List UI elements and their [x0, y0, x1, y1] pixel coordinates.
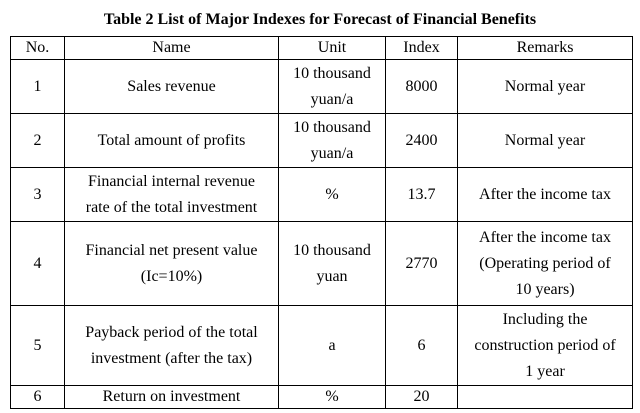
cell-name: Sales revenue [64, 59, 279, 114]
cell-unit-line: 10 thousand [293, 64, 371, 82]
cell-unit-line: yuan [316, 267, 348, 285]
cell-index: 8000 [385, 59, 458, 114]
header-unit: Unit [278, 36, 386, 60]
cell-remarks: Including the construction period of 1 yea… [457, 305, 633, 386]
cell-index: 6 [385, 305, 458, 386]
cell-name: Financial net present value (Ic=10%) [64, 221, 279, 306]
cell-unit-line: 10 thousand [293, 241, 371, 259]
cell-unit-line: yuan/a [310, 90, 354, 108]
cell-remarks-line: Normal year [504, 131, 586, 149]
cell-name-line: Return on investment [102, 388, 241, 405]
cell-name-line: investment (after the tax) [90, 349, 253, 367]
cell-remarks-line: (Operating period of [479, 254, 611, 272]
table-row: 5 Payback period of the total investment (… [10, 305, 633, 386]
cell-name: Financial internal revenue rate of the to… [64, 167, 279, 222]
cell-remarks-line: After the income tax [479, 185, 611, 203]
table-row: 3 Financial internal revenue rate of the t… [10, 167, 633, 222]
cell-unit-line: a [328, 336, 336, 354]
cell-name-line: Financial internal revenue [87, 172, 256, 190]
cell-remarks: After the income tax [457, 167, 633, 222]
cell-no: 2 [10, 113, 65, 168]
cell-remarks: Normal year [457, 113, 633, 168]
cell-no: 4 [10, 221, 65, 306]
cell-unit-line: % [325, 185, 339, 203]
cell-remarks-line: construction period of [474, 336, 616, 354]
cell-remarks-line: 1 year [525, 362, 565, 380]
header-no: No. [10, 36, 65, 60]
table-title: Table 2 List of Major Indexes for Foreca… [103, 11, 537, 28]
cell-name-line: rate of the total investment [85, 198, 258, 216]
cell-unit-line: 10 thousand [293, 118, 371, 136]
cell-name: Payback period of the total investment (a… [64, 305, 279, 386]
cell-remarks-line: 10 years) [515, 280, 575, 298]
cell-no: 6 [10, 385, 65, 409]
cell-no: 3 [10, 167, 65, 222]
cell-name: Total amount of profits [64, 113, 279, 168]
cell-unit: % [278, 385, 386, 409]
cell-unit: 10 thousand yuan/a [278, 113, 386, 168]
cell-remarks-line: After the income tax [479, 228, 611, 246]
cell-no: 5 [10, 305, 65, 386]
header-name: Name [64, 36, 279, 60]
cell-unit: 10 thousand yuan/a [278, 59, 386, 114]
cell-remarks-line: Normal year [504, 77, 586, 95]
cell-unit: a [278, 305, 386, 386]
table-row: 6 Return on investment% 20 [10, 385, 633, 409]
header-index: Index [385, 36, 458, 60]
cell-remarks: After the income tax (Operating period of… [457, 221, 633, 306]
cell-unit-line: yuan/a [310, 144, 354, 162]
cell-unit: % [278, 167, 386, 222]
header-remarks: Remarks [457, 36, 633, 60]
cell-name-line: Payback period of the total [85, 323, 258, 341]
cell-unit: 10 thousand yuan [278, 221, 386, 306]
cell-remarks [457, 385, 633, 409]
financial-indexes-table: No. Name Unit Index Remarks 1 Sales reven… [10, 36, 633, 409]
cell-name-line: Sales revenue [127, 77, 216, 95]
cell-index: 2770 [385, 221, 458, 306]
cell-unit-line: % [325, 388, 339, 405]
cell-remarks-line: Including the [502, 310, 588, 328]
cell-name-line: Financial net present value [85, 241, 258, 259]
table-row: 2 Total amount of profits 10 thousand yuan/… [10, 113, 633, 168]
header-row: No. Name Unit Index Remarks [10, 36, 633, 60]
cell-index: 20 [385, 385, 458, 409]
cell-name: Return on investment [64, 385, 279, 409]
cell-remarks: Normal year [457, 59, 633, 114]
cell-name-line: (Ic=10%) [140, 267, 203, 285]
table-row: 4 Financial net present value (Ic=10%) 10 t… [10, 221, 633, 306]
cell-no: 1 [10, 59, 65, 114]
cell-name-line: Total amount of profits [97, 131, 246, 149]
table-row: 1 Sales revenue 10 thousand yuan/a 8000 Norma… [10, 59, 633, 114]
cell-index: 2400 [385, 113, 458, 168]
cell-index: 13.7 [385, 167, 458, 222]
